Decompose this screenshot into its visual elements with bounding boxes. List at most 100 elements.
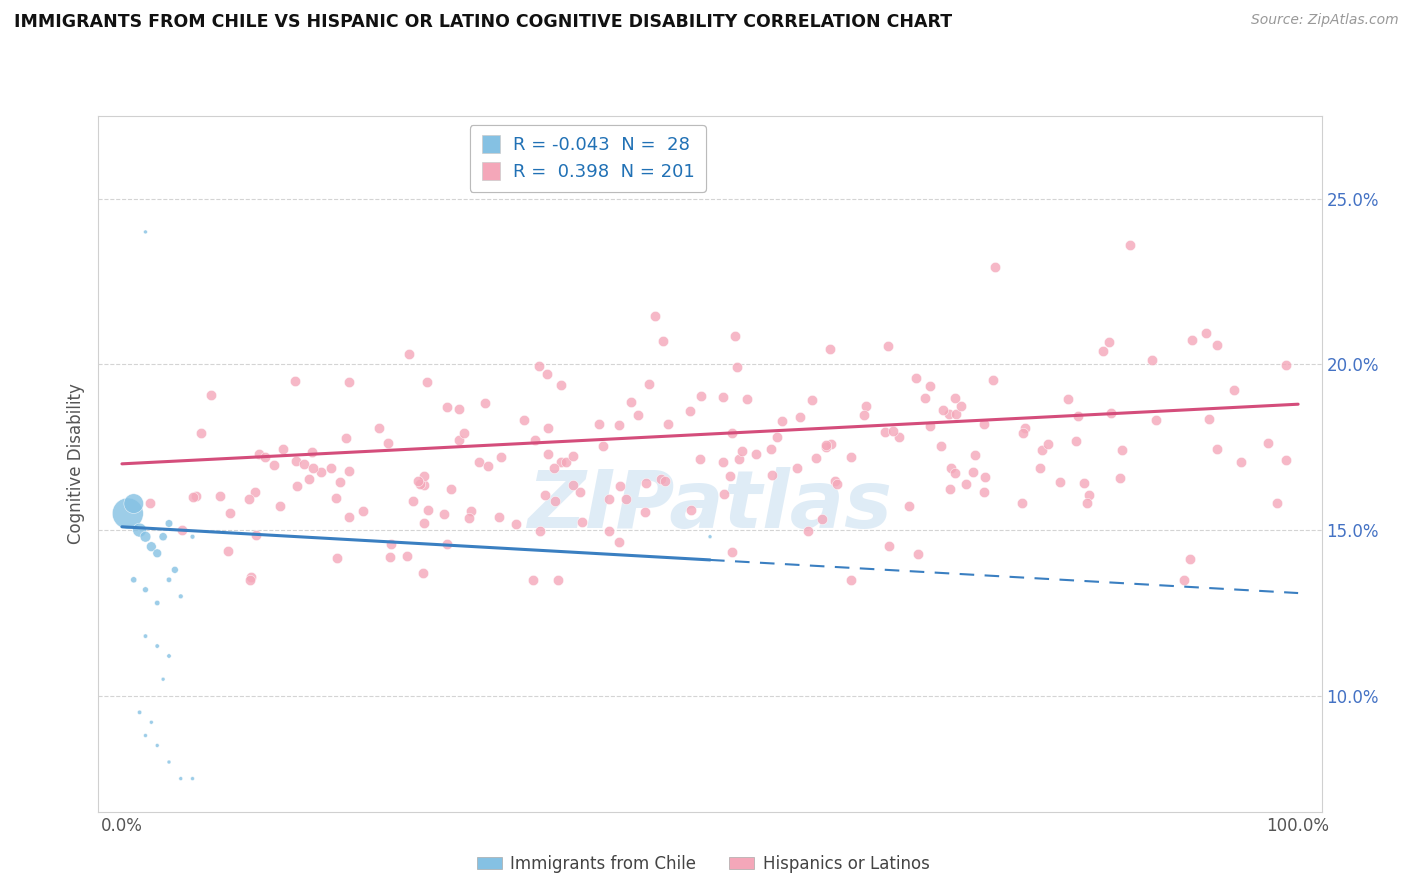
Point <box>904 370 927 384</box>
Point <box>416 375 439 389</box>
Point <box>181 772 204 786</box>
Point <box>395 549 418 563</box>
Point <box>907 547 929 561</box>
Point <box>955 477 977 491</box>
Point <box>141 715 163 730</box>
Point <box>1029 461 1052 475</box>
Point <box>122 573 145 587</box>
Point <box>337 375 360 389</box>
Point <box>412 566 434 580</box>
Point <box>337 464 360 478</box>
Point <box>134 225 156 239</box>
Point <box>713 486 735 500</box>
Point <box>513 413 536 427</box>
Point <box>711 455 734 469</box>
Point <box>718 468 741 483</box>
Point <box>134 729 156 743</box>
Point <box>1195 326 1218 340</box>
Point <box>644 310 666 324</box>
Point <box>247 447 270 461</box>
Point <box>436 537 458 551</box>
Point <box>820 437 842 451</box>
Point <box>477 459 499 474</box>
Point <box>759 442 782 456</box>
Point <box>981 373 1004 387</box>
Point <box>1173 573 1195 587</box>
Point <box>1108 471 1130 485</box>
Point <box>547 573 569 587</box>
Point <box>1265 496 1288 510</box>
Point <box>562 450 585 464</box>
Point <box>1067 409 1090 424</box>
Point <box>637 376 659 391</box>
Point <box>620 394 643 409</box>
Point <box>181 530 204 544</box>
Point <box>914 392 936 406</box>
Point <box>1181 333 1204 347</box>
Point <box>839 450 862 465</box>
Point <box>436 401 458 415</box>
Y-axis label: Cognitive Disability: Cognitive Disability <box>67 384 86 544</box>
Point <box>811 512 834 526</box>
Point <box>724 328 747 343</box>
Point <box>1031 443 1053 458</box>
Point <box>1223 383 1246 397</box>
Point <box>1076 496 1098 510</box>
Point <box>761 467 783 482</box>
Point <box>449 401 471 416</box>
Point <box>380 550 402 565</box>
Point <box>271 442 294 456</box>
Point <box>134 629 156 643</box>
Point <box>245 484 267 499</box>
Point <box>474 396 496 410</box>
Point <box>157 755 180 769</box>
Point <box>181 490 204 504</box>
Point <box>562 478 585 492</box>
Point <box>882 424 904 438</box>
Point <box>368 421 391 435</box>
Point <box>592 439 614 453</box>
Point <box>146 596 169 610</box>
Point <box>239 573 262 587</box>
Point <box>657 417 679 432</box>
Point <box>326 551 349 566</box>
Point <box>984 260 1007 275</box>
Point <box>522 573 544 587</box>
Point <box>598 524 620 538</box>
Point <box>285 479 308 493</box>
Point <box>550 377 572 392</box>
Point <box>728 452 751 467</box>
Point <box>433 507 456 521</box>
Point <box>128 706 150 720</box>
Point <box>1119 237 1142 252</box>
Point <box>537 421 560 435</box>
Point <box>184 489 207 503</box>
Point <box>302 460 325 475</box>
Point <box>1012 425 1035 440</box>
Point <box>146 546 169 560</box>
Point <box>652 334 675 348</box>
Point <box>1178 552 1201 566</box>
Point <box>689 451 711 466</box>
Point <box>460 504 482 518</box>
Point <box>117 507 139 521</box>
Point <box>337 510 360 524</box>
Point <box>122 497 145 511</box>
Point <box>939 482 962 496</box>
Point <box>536 368 558 382</box>
Point <box>735 392 758 407</box>
Point <box>731 444 754 458</box>
Point <box>1198 412 1220 426</box>
Point <box>238 491 260 506</box>
Point <box>550 455 572 469</box>
Point <box>418 503 440 517</box>
Point <box>157 516 180 531</box>
Point <box>636 476 658 491</box>
Point <box>1099 406 1122 420</box>
Point <box>301 444 323 458</box>
Point <box>139 496 162 510</box>
Point <box>607 418 630 433</box>
Point <box>1098 335 1121 350</box>
Point <box>141 540 163 554</box>
Point <box>569 485 592 500</box>
